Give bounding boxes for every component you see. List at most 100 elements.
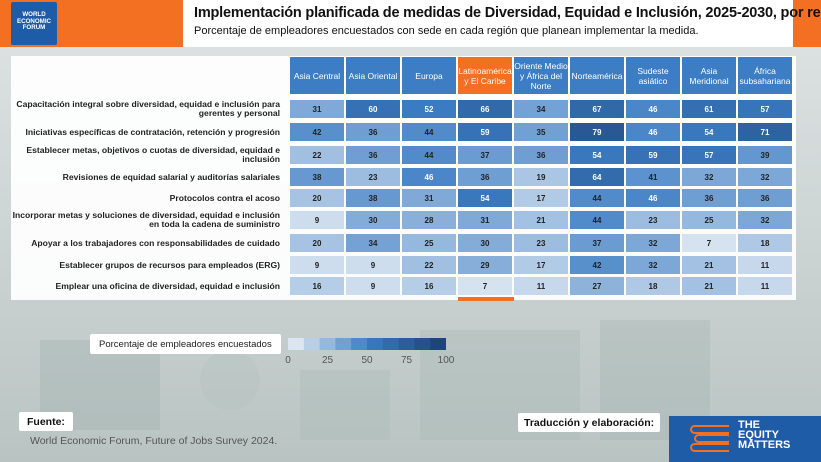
header-accent-right [793,0,821,47]
heatmap-cell: 11 [514,277,568,295]
heatmap-cell: 31 [402,189,456,207]
heatmap-cell: 22 [402,256,456,274]
heatmap-cell: 38 [290,168,344,186]
heatmap-cell: 31 [458,211,512,229]
heatmap-cell: 30 [346,211,400,229]
source-text: World Economic Forum, Future of Jobs Sur… [30,435,278,447]
heatmap-cell: 38 [346,189,400,207]
heatmap-cell: 36 [458,168,512,186]
legend-tick-label: 50 [361,355,373,366]
color-scale-step [367,338,384,350]
color-scale-step [335,338,352,350]
heatmap-cell: 25 [682,211,736,229]
row-label: Apoyar a los trabajadores con responsabi… [31,237,280,248]
heatmap-cell: 64 [570,168,624,186]
column-header: Latinoamérica y El Caribe [458,57,512,94]
heatmap-cell: 79 [570,123,624,141]
heatmap-cell: 36 [738,189,792,207]
heatmap-cell: 37 [458,146,512,164]
heatmap-cell: 31 [290,100,344,118]
equity-mark-icon [690,425,734,452]
credit-label: Traducción y elaboración: [518,413,661,432]
heatmap-cell: 23 [626,211,680,229]
heatmap-cell: 36 [682,189,736,207]
color-scale-step [430,338,446,350]
heatmap-cell: 23 [514,234,568,252]
heatmap-cell: 16 [402,277,456,295]
heatmap-cell: 60 [346,100,400,118]
row-label: Revisiones de equidad salarial y auditor… [62,171,280,182]
color-scale-bar [288,338,446,350]
wef-logo-line: WORLD [22,11,46,18]
heatmap-cell: 36 [346,123,400,141]
heatmap-cell: 44 [570,189,624,207]
color-scale-step [414,338,431,350]
heatmap-cell: 32 [738,211,792,229]
row-label: Protocolos contra el acoso [169,192,280,203]
heatmap-cell: 9 [290,256,344,274]
color-scale-step [288,338,305,350]
heatmap-cell: 17 [514,189,568,207]
row-label: Establecer grupos de recursos para emple… [59,259,280,270]
heatmap-cell: 39 [738,146,792,164]
heatmap-cell: 54 [458,189,512,207]
heatmap-cell: 37 [570,234,624,252]
heatmap-cell: 30 [458,234,512,252]
heatmap-cell: 29 [458,256,512,274]
legend-tick-label: 0 [285,355,291,366]
heatmap-cell: 28 [402,211,456,229]
row-label: Emplear una oficina de diversidad, equid… [55,280,280,291]
heatmap-cell: 54 [682,123,736,141]
row-label: Incorporar metas y soluciones de diversi… [12,210,280,229]
heatmap-cell: 19 [514,168,568,186]
heatmap-cell: 18 [738,234,792,252]
chart-title: Implementación planificada de medidas de… [194,5,821,21]
heatmap-cell: 27 [570,277,624,295]
background-illustration [40,320,710,440]
heatmap-cell: 36 [514,146,568,164]
te-logo-line: EQUITY [738,429,779,441]
header: WORLD ECONOMIC FORUM Implementación plan… [0,0,821,47]
row-label: Iniciativas específicas de contratación,… [25,126,280,137]
heatmap-cell: 34 [346,234,400,252]
heatmap-cell: 20 [290,234,344,252]
heatmap-cell: 20 [290,189,344,207]
column-header: Asia Central [290,57,344,94]
heatmap-cell: 32 [682,168,736,186]
heatmap-cell: 36 [346,146,400,164]
wef-logo: WORLD ECONOMIC FORUM [11,2,57,45]
te-logo-text: THE EQUITY MATTERS [738,419,791,451]
legend-tick-label: 75 [400,355,413,366]
heatmap-cell: 46 [626,100,680,118]
heatmap-cell: 7 [682,234,736,252]
heatmap-cell: 42 [290,123,344,141]
te-logo-line: MATTERS [738,439,791,451]
color-scale-step [382,338,400,350]
column-header: África subsahariana [738,57,792,94]
heatmap-cell: 11 [738,277,792,295]
color-scale-step [398,338,415,350]
heatmap-cell: 25 [402,234,456,252]
column-header: Asia Meridional [682,57,736,94]
heatmap-cell: 71 [738,123,792,141]
heatmap-cell: 7 [458,277,512,295]
heatmap-cell: 57 [738,100,792,118]
color-scale-step [351,338,368,350]
heatmap-cell: 16 [290,277,344,295]
row-label: Establecer metas, objetivos o cuotas de … [26,145,280,164]
heatmap-cell: 21 [682,256,736,274]
heatmap-cell: 54 [570,146,624,164]
wef-logo-line: FORUM [22,24,46,32]
heatmap-cell: 59 [458,123,512,141]
color-scale-step [319,338,336,350]
heatmap-cell: 9 [346,256,400,274]
column-header: Europa [402,57,456,94]
heatmap-cell: 9 [290,211,344,229]
source-label: Fuente: [19,412,73,431]
heatmap-cell: 23 [346,168,400,186]
column-header: Oriente Medio y África del Norte [514,57,568,94]
heatmap-cell: 41 [626,168,680,186]
heatmap-cell: 35 [514,123,568,141]
column-header: Norteamérica [570,57,624,94]
te-logo-line: THE [738,419,760,431]
